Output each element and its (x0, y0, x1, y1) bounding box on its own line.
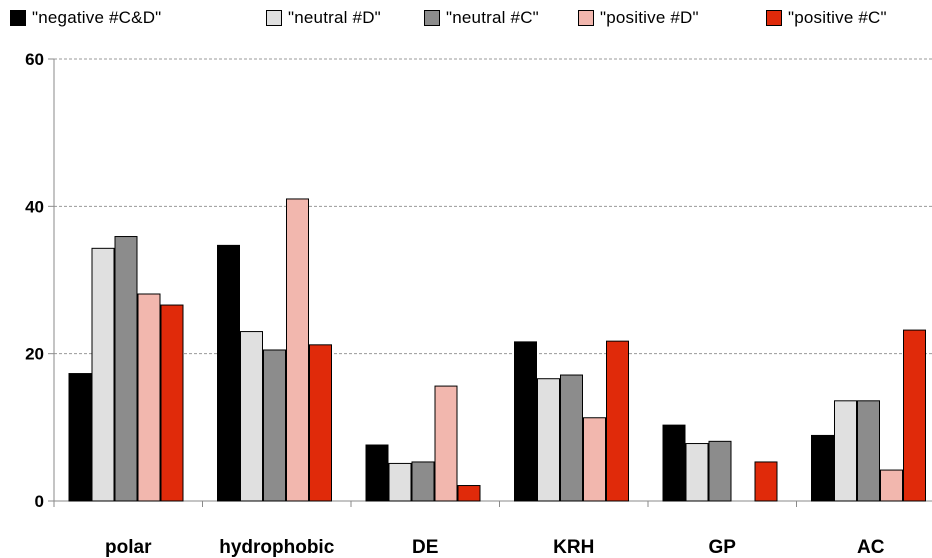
bar (857, 400, 880, 502)
legend-label: "neutral #C" (446, 8, 539, 27)
bar (388, 462, 412, 502)
legend-item: "positive #D" (578, 8, 699, 28)
category-label: DE (412, 537, 438, 558)
legend-item: "negative #C&D" (10, 8, 161, 28)
bar (365, 444, 389, 502)
bar (309, 344, 332, 502)
bar (685, 443, 709, 502)
bar (514, 341, 537, 502)
legend-swatch (424, 10, 440, 26)
bar (754, 461, 778, 502)
bar (662, 424, 686, 502)
legend-label: "positive #C" (788, 8, 887, 27)
y-tick-label: 60 (25, 50, 44, 69)
bar (811, 434, 834, 502)
bar (286, 198, 309, 502)
bar (217, 244, 240, 502)
legend-swatch (266, 10, 282, 26)
bar (457, 485, 481, 502)
legend-swatch (766, 10, 782, 26)
bar (583, 417, 606, 502)
bar (903, 329, 926, 502)
legend-swatch (10, 10, 26, 26)
legend: "negative #C&D" "neutral #D" "neutral #C" "… (0, 0, 932, 36)
legend-swatch (578, 10, 594, 26)
bar (68, 373, 92, 502)
bar (160, 304, 184, 502)
category-label: hydrophobic (219, 537, 334, 558)
bar (411, 461, 435, 502)
bar (434, 385, 458, 502)
legend-item: "positive #C" (766, 8, 887, 28)
legend-label: "negative #C&D" (32, 8, 162, 27)
bar (606, 340, 629, 502)
legend-item: "neutral #D" (266, 8, 381, 28)
category-label: polar (105, 537, 152, 558)
category-label: GP (709, 537, 737, 558)
y-tick-label: 40 (25, 197, 44, 216)
bar (880, 469, 903, 502)
legend-item: "neutral #C" (424, 8, 539, 28)
bar (91, 247, 115, 502)
legend-label: "positive #D" (600, 8, 699, 27)
bar (834, 400, 857, 502)
y-tick-label: 0 (35, 492, 44, 511)
category-label: KRH (553, 537, 594, 558)
y-tick-label: 20 (25, 345, 44, 364)
bar (240, 331, 263, 502)
bar (263, 349, 286, 502)
bar (560, 374, 583, 502)
bar (708, 440, 732, 502)
bar (114, 236, 138, 502)
bar (137, 293, 161, 502)
bar (537, 378, 560, 502)
legend-label: "neutral #D" (288, 8, 381, 27)
category-label: AC (857, 537, 885, 558)
